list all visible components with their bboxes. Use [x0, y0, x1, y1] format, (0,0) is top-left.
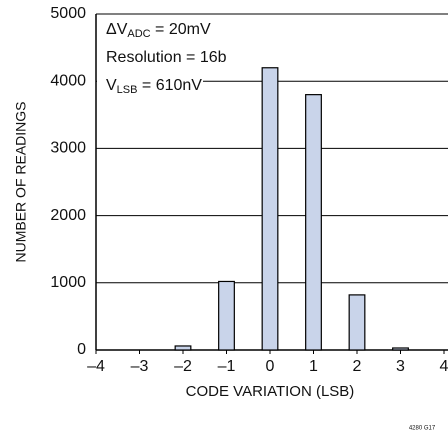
bar	[305, 94, 322, 351]
y-tick-label: 4000	[50, 72, 86, 89]
y-axis-title: NUMBER OF READINGS	[13, 101, 29, 262]
bar	[348, 294, 366, 351]
x-tick-label: 1	[309, 358, 318, 375]
x-tick-label: –3	[131, 358, 149, 375]
annotation-subscript: ADC	[127, 28, 150, 40]
annotation-text: = 20mV	[151, 21, 211, 38]
bar	[392, 347, 409, 351]
figure-id: 4280 G17	[409, 426, 436, 432]
annotation-box	[97, 15, 203, 103]
x-tick-label: 0	[266, 358, 275, 375]
annotation-text: ΔV	[106, 21, 128, 38]
y-tick-label: 1000	[50, 274, 86, 291]
x-tick-label: 2	[353, 358, 362, 375]
y-tick-label: 0	[77, 341, 86, 358]
y-tick-label: 2000	[50, 207, 86, 224]
annotation-text: = 610nV	[137, 77, 202, 94]
x-axis-title: CODE VARIATION (LSB)	[186, 383, 355, 400]
y-tick-label: 3000	[50, 140, 86, 157]
x-tick-label: –1	[218, 358, 236, 375]
bar	[261, 67, 279, 351]
bar	[218, 280, 235, 351]
annotation-subscript: LSB	[117, 84, 138, 96]
annotation: VLSB = 610nV	[106, 77, 202, 96]
y-tick-label: 5000	[50, 5, 86, 22]
annotation: ΔVADC = 20mV	[106, 21, 211, 40]
annotation: Resolution = 16b	[106, 49, 227, 66]
x-tick-label: –2	[174, 358, 192, 375]
x-tick-label: –4	[87, 358, 105, 375]
x-tick-label: 4	[440, 358, 448, 375]
annotation-text: V	[106, 77, 117, 94]
bar	[174, 345, 192, 351]
x-tick-label: 3	[396, 358, 405, 375]
annotation-text: Resolution = 16b	[106, 49, 227, 66]
